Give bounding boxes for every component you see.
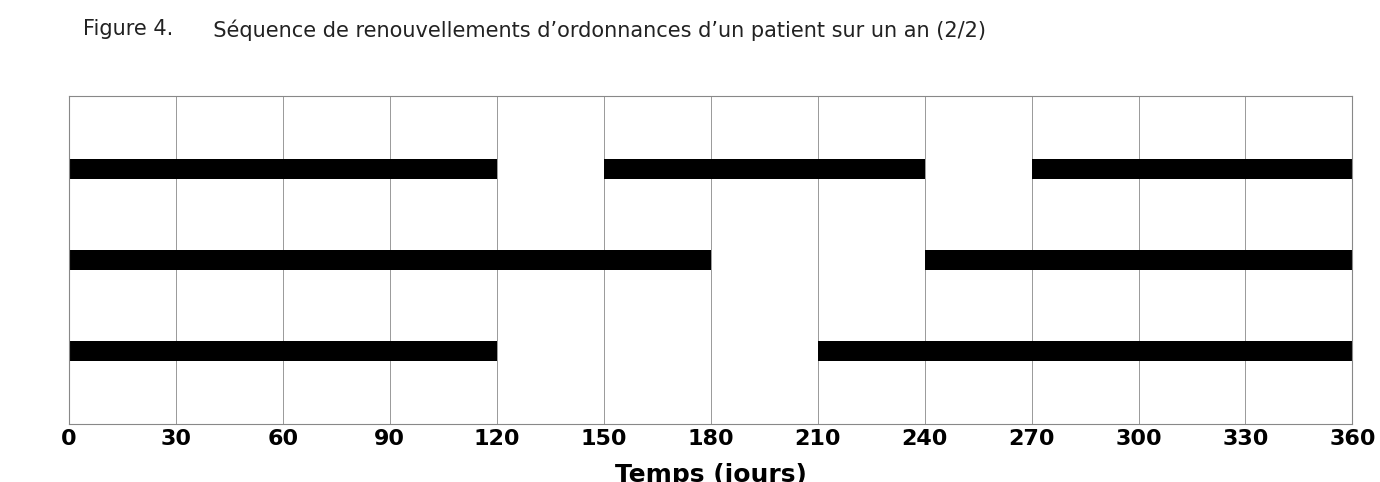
Bar	[604, 159, 925, 179]
Bar	[69, 341, 497, 362]
Bar	[69, 250, 711, 270]
Bar	[925, 250, 1352, 270]
Bar	[817, 341, 1352, 362]
X-axis label: Temps (jours): Temps (jours)	[614, 463, 807, 482]
Bar	[1032, 159, 1352, 179]
Text: Séquence de renouvellements d’ordonnances d’un patient sur un an (2/2): Séquence de renouvellements d’ordonnance…	[200, 19, 987, 41]
Bar	[69, 159, 497, 179]
Text: Figure 4.: Figure 4.	[83, 19, 172, 39]
